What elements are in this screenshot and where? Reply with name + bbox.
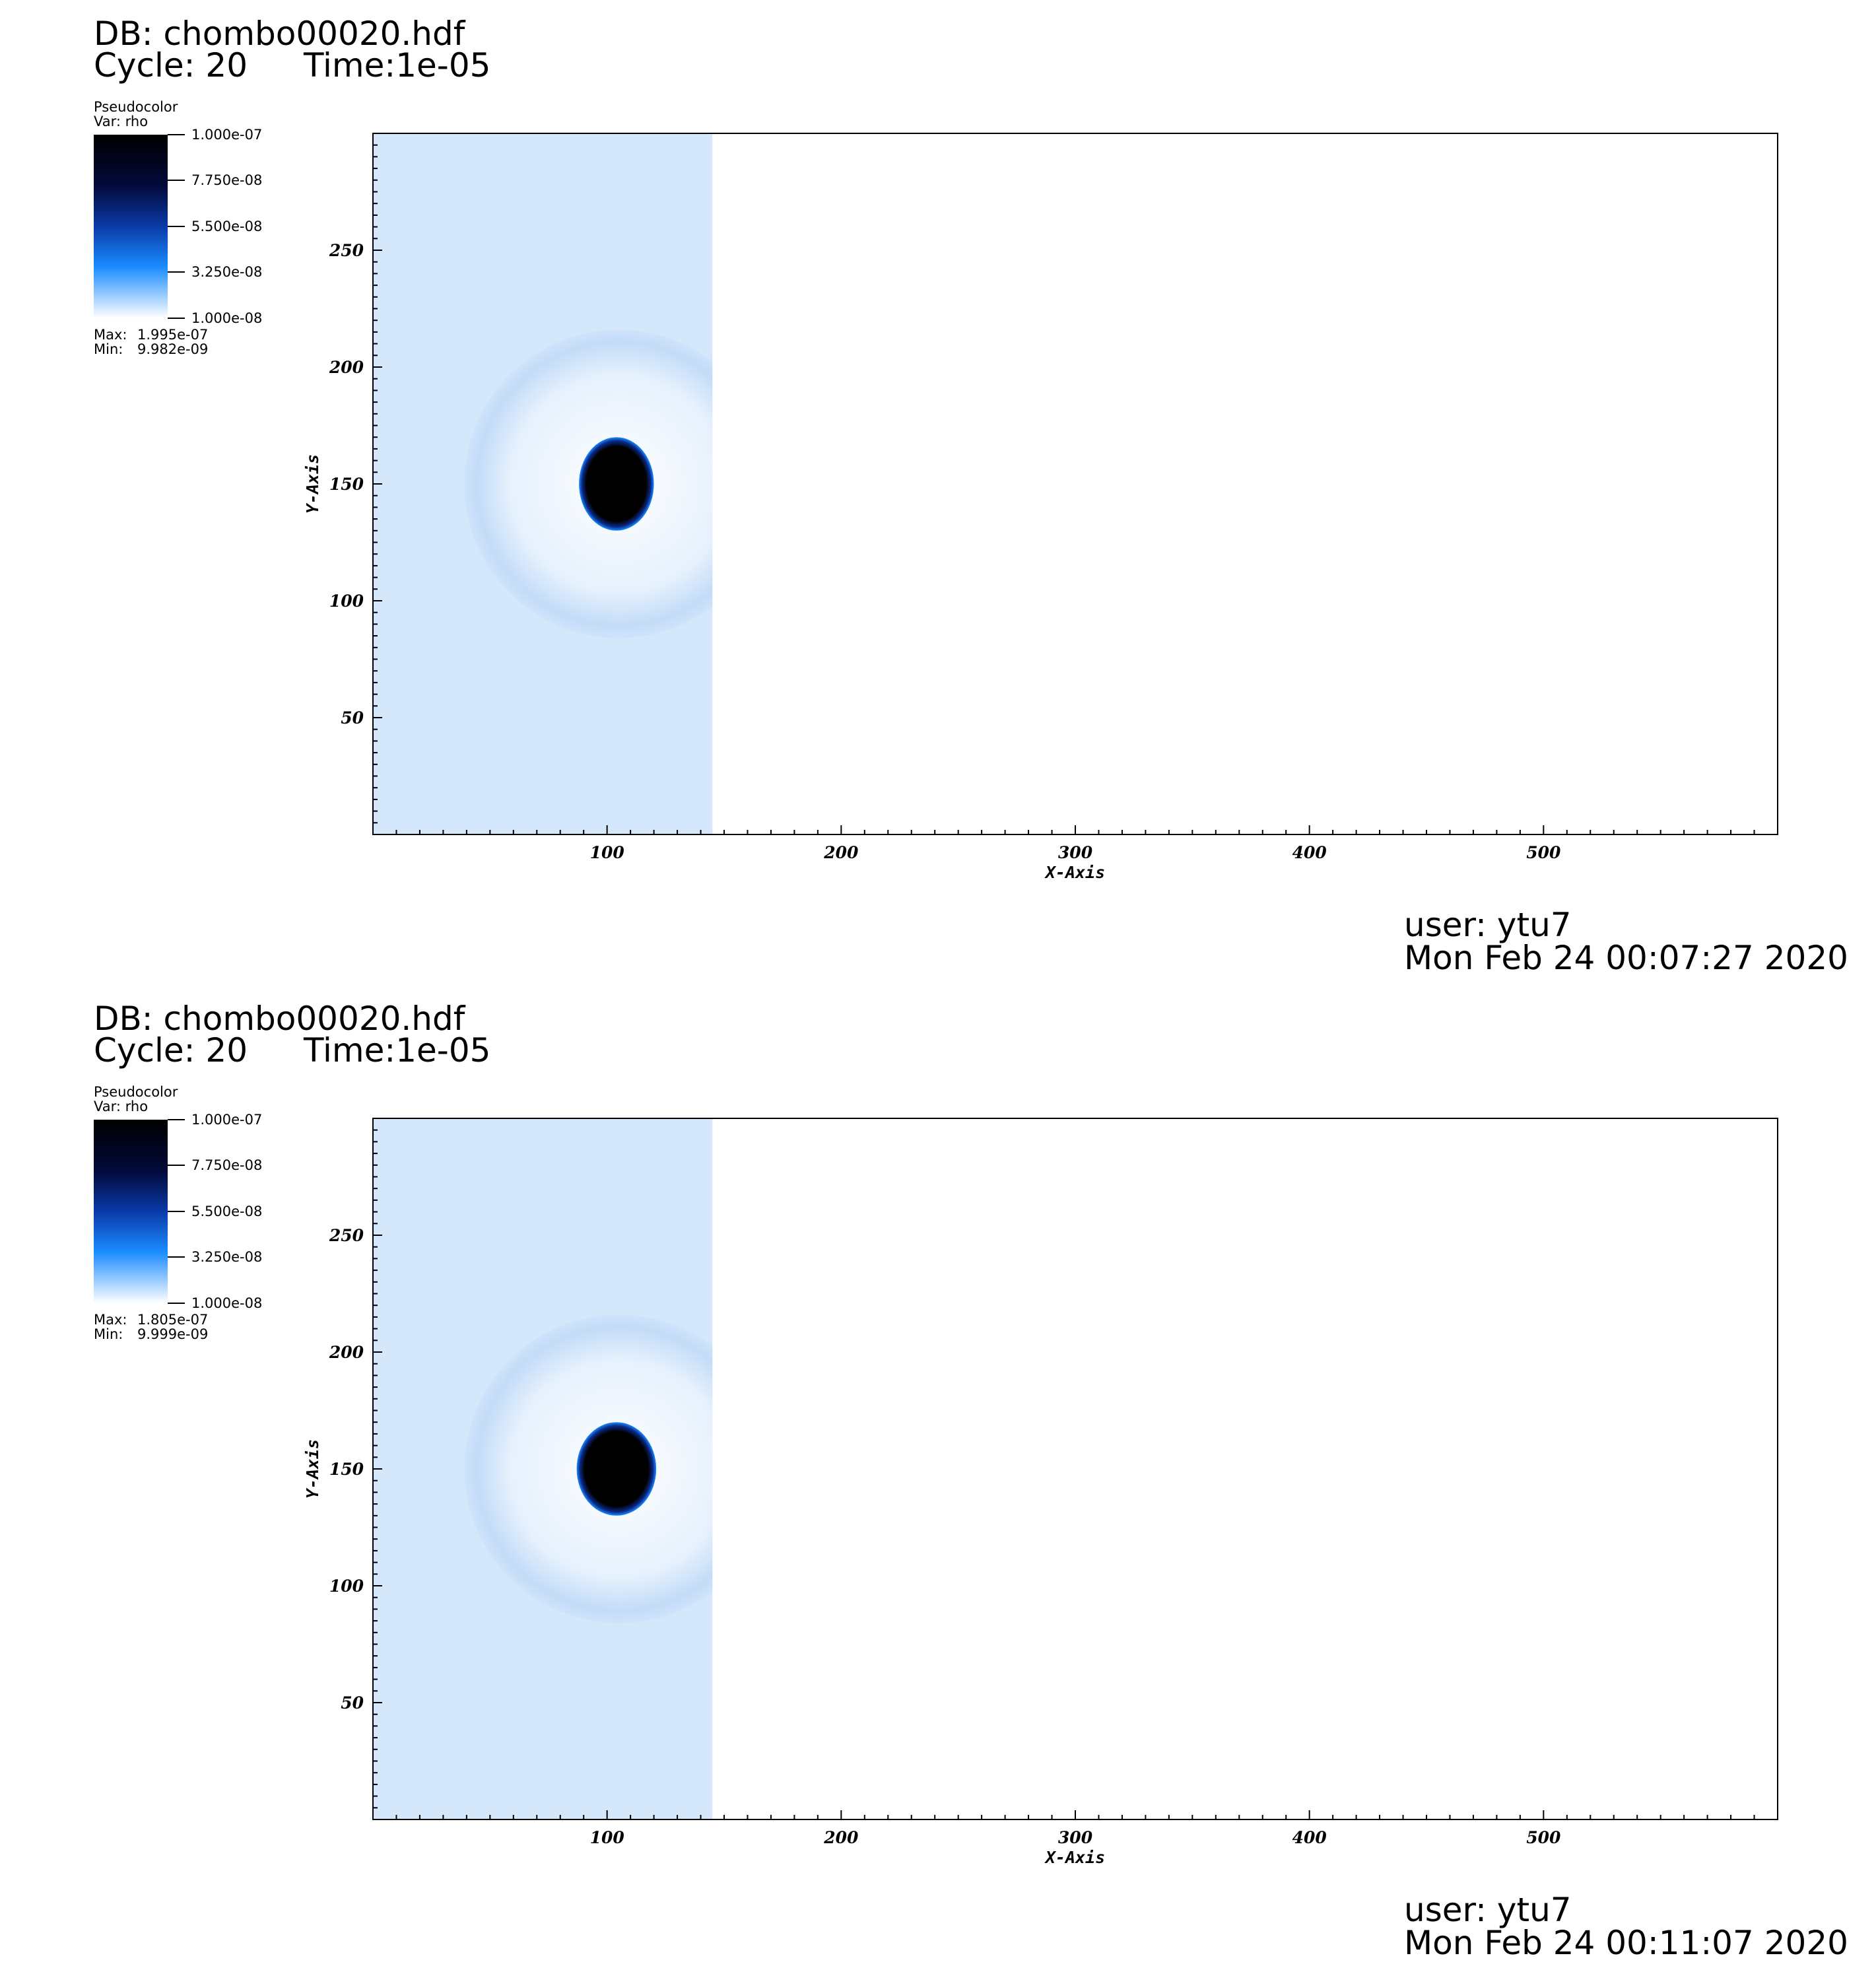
y-tick-label: 250: [329, 241, 364, 260]
database-title: DB: chombo00020.hdf: [94, 15, 465, 53]
colorbar-label: 1.000e-08: [191, 310, 263, 326]
y-axis-title: Y-Axis: [303, 454, 322, 514]
x-tick-label: 500: [1526, 843, 1561, 862]
min-readout: Min: 9.999e-09: [94, 1326, 208, 1342]
colorbar-tick: [168, 226, 185, 227]
y-tick-label: 100: [329, 592, 364, 611]
pseudocolor-plot: 100 200 300 400 500 50 100 150 200 250 X-Axis Y-Axi…: [303, 133, 1778, 882]
pseudocolor-plot: 100 200 300 400 500 50 100 150 200 250 X-Axis Y-Axi…: [303, 1118, 1778, 1867]
y-tick-label: 200: [329, 1343, 364, 1362]
database-title: DB: chombo00020.hdf: [94, 1000, 465, 1038]
colorbar-tick: [168, 1119, 185, 1120]
max-readout: Max: 1.805e-07: [94, 1312, 208, 1328]
timestamp-label: Mon Feb 24 00:11:07 2020: [1404, 1924, 1848, 1962]
colorbar-tick: [168, 318, 185, 319]
x-tick-label: 400: [1292, 1828, 1327, 1847]
min-label: Min:: [94, 1326, 123, 1342]
plot-window-1: DB: chombo00020.hdf Cycle: 20 Time:1e-05…: [94, 15, 1848, 977]
colorbar-label: 1.000e-07: [191, 127, 263, 143]
colorbar-label: 5.500e-08: [191, 1204, 263, 1219]
time-value: Time:1e-05: [304, 1031, 491, 1070]
colorbar-tick: [168, 1165, 185, 1166]
time-value: Time:1e-05: [304, 46, 491, 85]
y-tick-label: 250: [329, 1226, 364, 1245]
max-value: 1.805e-07: [137, 1312, 209, 1328]
x-tick-label: 500: [1526, 1828, 1561, 1847]
y-tick-label: 50: [341, 1693, 364, 1713]
user-label: user: ytu7: [1404, 1891, 1572, 1929]
cycle-value: Cycle: 20: [94, 46, 248, 85]
y-axis-title: Y-Axis: [303, 1439, 322, 1499]
x-tick-label: 400: [1292, 843, 1327, 862]
colorbar-tick: [168, 1303, 185, 1304]
colorbar-tick: [168, 271, 185, 273]
user-label: user: ytu7: [1404, 906, 1572, 944]
min-readout: Min: 9.982e-09: [94, 341, 208, 357]
colorbar-label: 3.250e-08: [191, 264, 263, 280]
colorbar-label: 7.750e-08: [191, 1157, 263, 1173]
y-tick-label: 200: [329, 358, 364, 377]
y-tick-label: 100: [329, 1577, 364, 1596]
y-tick-label: 50: [341, 708, 364, 728]
min-label: Min:: [94, 341, 123, 357]
colorbar-label: 3.250e-08: [191, 1249, 263, 1265]
cycle-label: Cycle: 20 Time:1e-05: [94, 46, 490, 85]
cycle-label: Cycle: 20 Time:1e-05: [94, 1031, 490, 1070]
x-tick-label: 200: [823, 1828, 859, 1847]
colorbar-label: 5.500e-08: [191, 219, 263, 234]
max-label: Max:: [94, 1312, 127, 1328]
colorbar-label: 1.000e-07: [191, 1112, 263, 1128]
x-axis-title: X-Axis: [1044, 863, 1105, 882]
x-axis-title: X-Axis: [1044, 1848, 1105, 1867]
colorbar-tick: [168, 1211, 185, 1212]
legend-variable: Var: rho: [94, 1099, 149, 1114]
legend-plot-type: Pseudocolor: [94, 1084, 178, 1100]
x-tick-label: 100: [590, 843, 625, 862]
x-tick-label: 200: [823, 843, 859, 862]
max-value: 1.995e-07: [137, 327, 209, 343]
colorbar-label: 7.750e-08: [191, 172, 263, 188]
min-value: 9.982e-09: [137, 341, 209, 357]
max-readout: Max: 1.995e-07: [94, 327, 208, 343]
dense-clump: [579, 437, 654, 531]
colorbar: [94, 1120, 168, 1303]
x-tick-label: 300: [1058, 843, 1093, 862]
colorbar-label: 1.000e-08: [191, 1295, 263, 1311]
x-tick-label: 300: [1058, 1828, 1093, 1847]
colorbar-tick: [168, 180, 185, 181]
legend-plot-type: Pseudocolor: [94, 99, 178, 115]
dense-clump: [576, 1422, 657, 1516]
timestamp-label: Mon Feb 24 00:07:27 2020: [1404, 939, 1848, 977]
min-value: 9.999e-09: [137, 1326, 209, 1342]
legend-variable: Var: rho: [94, 114, 149, 129]
x-tick-label: 100: [590, 1828, 625, 1847]
colorbar-tick: [168, 134, 185, 135]
max-label: Max:: [94, 327, 127, 343]
colorbar: [94, 135, 168, 318]
y-tick-label: 150: [329, 1460, 364, 1479]
y-tick-label: 150: [329, 475, 364, 494]
cycle-value: Cycle: 20: [94, 1031, 248, 1070]
plot-window-2: DB: chombo00020.hdf Cycle: 20 Time:1e-05…: [0, 985, 1876, 1970]
colorbar-tick: [168, 1256, 185, 1258]
